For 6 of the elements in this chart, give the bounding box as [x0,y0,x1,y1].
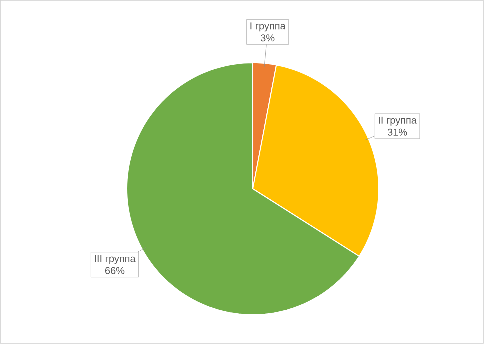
slice-label: I группа [250,22,286,32]
data-label: 3% [260,34,275,42]
slice-label: II группа [379,116,417,126]
data-label: 66% [105,267,125,274]
slice-label: III группа [95,255,136,264]
data-label: 31% [388,128,408,136]
